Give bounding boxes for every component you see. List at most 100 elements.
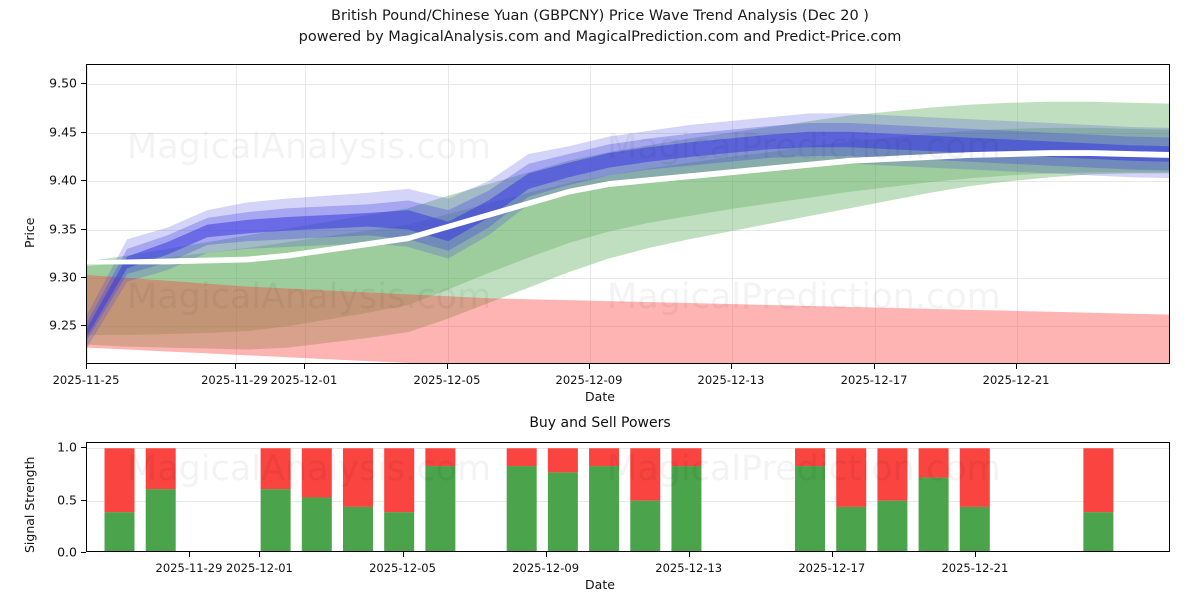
price-wave-bands xyxy=(87,101,1169,363)
buy-power-bar xyxy=(260,489,291,551)
signal-y-tick-label: 0.0 xyxy=(57,544,77,560)
buy-power-bar xyxy=(343,506,373,551)
price-x-tick-mark xyxy=(730,364,732,369)
price-y-tick-label: 9.35 xyxy=(49,221,77,237)
page-title: British Pound/Chinese Yuan (GBPCNY) Pric… xyxy=(0,6,1200,48)
title-line-1: British Pound/Chinese Yuan (GBPCNY) Pric… xyxy=(331,8,869,24)
sell-power-bar xyxy=(343,448,373,507)
buy-power-bar xyxy=(145,489,176,551)
price-gridline-vertical xyxy=(731,65,733,363)
price-x-tick-mark xyxy=(303,364,305,369)
price-y-tick-mark xyxy=(81,228,86,230)
price-gridline-vertical xyxy=(447,65,449,363)
sell-power-bar xyxy=(384,448,415,513)
signal-x-tick-mark xyxy=(974,552,976,557)
price-x-tick-label: 2025-11-29 xyxy=(201,373,268,387)
price-y-tick-mark xyxy=(81,276,86,278)
sell-power-bar xyxy=(260,448,291,490)
sell-power-bar xyxy=(959,448,990,507)
buy-power-bar xyxy=(836,506,867,551)
signal-x-tick-label: 2025-12-01 xyxy=(226,561,293,575)
price-y-tick-mark xyxy=(81,83,86,85)
sell-power-bar xyxy=(1083,448,1114,513)
signal-y-tick-mark xyxy=(81,552,86,553)
price-gridline-vertical xyxy=(589,65,591,363)
price-gridline-vertical xyxy=(87,65,88,363)
price-y-axis-label: Price xyxy=(22,217,37,249)
sell-power-bar xyxy=(671,448,702,467)
price-gridline xyxy=(87,326,1169,328)
signal-gridline xyxy=(87,448,1169,450)
signal-x-tick-label: 2025-12-21 xyxy=(941,561,1009,575)
sell-power-bar xyxy=(795,448,826,467)
price-band-green-channel-inner xyxy=(87,127,1169,335)
buy-power-bar xyxy=(425,466,456,551)
price-gridline-vertical xyxy=(304,65,306,363)
signal-x-tick-label: 2025-12-05 xyxy=(369,561,436,575)
signal-y-tick-label: 0.5 xyxy=(57,492,77,508)
price-chart-panel: MagicalAnalysis.com MagicalPrediction.co… xyxy=(0,52,1200,404)
signal-x-tick-mark xyxy=(545,552,547,557)
buy-power-bar xyxy=(506,466,537,551)
buy-power-bar xyxy=(104,512,135,551)
sell-power-bar xyxy=(104,448,135,513)
price-y-tick-label: 9.30 xyxy=(49,269,77,285)
signal-x-tick-label: 2025-12-13 xyxy=(655,561,723,575)
sell-power-bar xyxy=(145,448,176,490)
price-x-tick-label: 2025-12-05 xyxy=(413,373,481,387)
price-gridline xyxy=(87,132,1169,134)
buy-power-bar xyxy=(1083,512,1114,551)
signal-x-tick-mark xyxy=(402,552,404,557)
signal-chart-panel: Buy and Sell Powers MagicalAnalysis.com … xyxy=(0,410,1200,600)
price-y-tick-mark xyxy=(81,131,86,133)
signal-plot-area: MagicalAnalysis.com MagicalPrediction.co… xyxy=(86,442,1170,552)
price-x-tick-label: 2025-12-21 xyxy=(982,373,1050,387)
price-band-red-channel xyxy=(87,275,1169,363)
title-line-2: powered by MagicalAnalysis.com and Magic… xyxy=(298,29,902,45)
price-gridline-vertical xyxy=(1017,65,1019,363)
price-x-tick-label: 2025-12-17 xyxy=(840,373,908,387)
price-x-tick-mark xyxy=(86,364,87,369)
price-gridline-vertical xyxy=(235,65,237,363)
price-x-axis-label: Date xyxy=(585,389,615,404)
signal-gridline xyxy=(87,500,1169,502)
price-x-tick-label: 2025-12-01 xyxy=(270,373,338,387)
sell-power-bar xyxy=(918,448,949,478)
price-gridline-vertical xyxy=(875,65,877,363)
price-plot-area: MagicalAnalysis.com MagicalPrediction.co… xyxy=(86,64,1170,364)
signal-x-axis-label: Date xyxy=(585,577,615,592)
signal-x-tick-label: 2025-12-17 xyxy=(798,561,866,575)
signal-x-tick-mark xyxy=(188,552,190,557)
signal-bars xyxy=(104,448,1114,551)
signal-y-axis-label: Signal Strength xyxy=(22,456,37,553)
signal-y-tick-mark xyxy=(81,447,86,449)
price-x-tick-mark xyxy=(588,364,590,369)
buy-power-bar xyxy=(384,512,415,551)
sell-power-bar xyxy=(301,448,332,498)
price-x-tick-label: 2025-12-09 xyxy=(555,373,623,387)
sell-power-bar xyxy=(836,448,867,507)
signal-x-tick-label: 2025-12-09 xyxy=(512,561,580,575)
sell-power-bar xyxy=(547,448,578,473)
price-x-tick-mark xyxy=(446,364,448,369)
price-gridline xyxy=(87,84,1169,86)
price-y-tick-label: 9.25 xyxy=(49,317,77,333)
price-y-tick-mark xyxy=(81,180,86,182)
sell-power-bar xyxy=(877,448,908,501)
buy-power-bar xyxy=(301,497,332,551)
sell-power-bar xyxy=(630,448,661,501)
price-x-tick-label: 2025-11-25 xyxy=(52,373,120,387)
signal-x-tick-mark xyxy=(259,552,261,557)
buy-power-bar xyxy=(589,466,620,551)
signal-chart-title: Buy and Sell Powers xyxy=(529,415,671,431)
buy-power-bar xyxy=(547,472,578,551)
sell-power-bar xyxy=(506,448,537,467)
signal-x-tick-label: 2025-11-29 xyxy=(155,561,223,575)
buy-power-bar xyxy=(959,506,990,551)
signal-y-tick-mark xyxy=(81,499,86,501)
price-x-tick-mark xyxy=(234,364,236,369)
buy-power-bar xyxy=(630,500,661,551)
price-x-tick-label: 2025-12-13 xyxy=(697,373,765,387)
sell-power-bar xyxy=(589,448,620,467)
buy-power-bar xyxy=(671,466,702,551)
